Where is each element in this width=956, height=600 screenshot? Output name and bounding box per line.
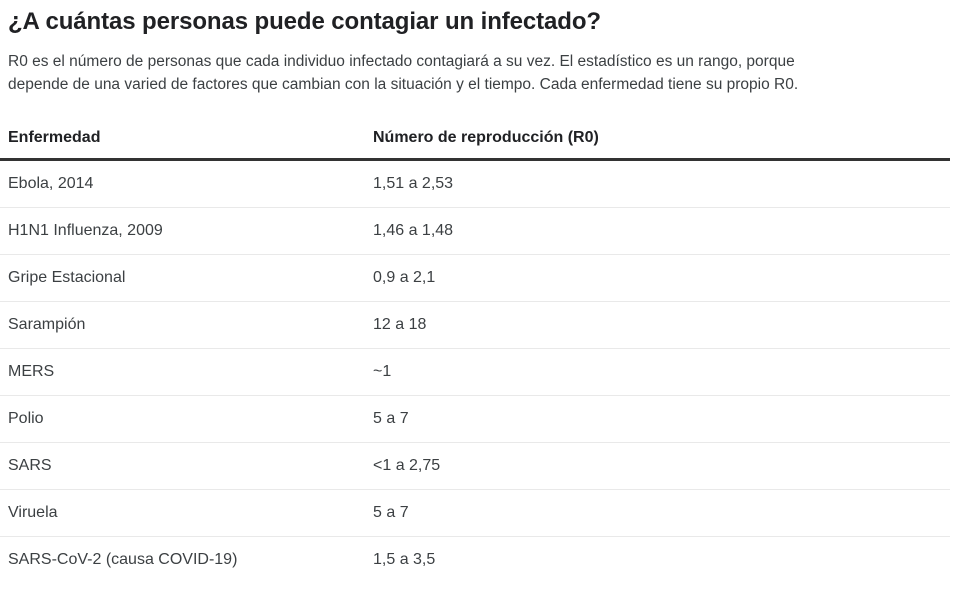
table-row: Viruela 5 a 7 (0, 489, 950, 537)
r0-table: Enfermedad Número de reproducción (R0) E… (0, 117, 950, 583)
disease-cell: Gripe Estacional (0, 254, 365, 302)
disease-cell: SARS-CoV-2 (causa COVID-19) (8, 551, 238, 568)
page-title: ¿A cuántas personas puede contagiar un i… (8, 8, 601, 35)
table-row: Polio 5 a 7 (0, 395, 950, 443)
disease-cell: Sarampión (0, 301, 365, 349)
table-header: Enfermedad Número de reproducción (R0) (0, 117, 950, 161)
r0-cell: 5 a 7 (365, 489, 950, 537)
table-body: Ebola, 2014 1,51 a 2,53 H1N1 Influenza, … (0, 159, 950, 584)
disease-cell: SARS (0, 442, 365, 490)
r0-cell: 12 a 18 (365, 301, 950, 349)
r0-cell: <1 a 2,75 (365, 442, 950, 490)
r0-cell: 1,46 a 1,48 (365, 207, 950, 255)
table-row: Ebola, 2014 1,51 a 2,53 (0, 159, 950, 208)
disease-cell: MERS (0, 348, 365, 396)
r0-cell: 1,5 a 3,5 (373, 551, 436, 568)
column-header-disease: Enfermedad (0, 117, 365, 161)
r0-cell: 5 a 7 (365, 395, 950, 443)
intro-line: R0 es el número de personas que cada ind… (8, 53, 795, 70)
table-row: SARS <1 a 2,75 (0, 442, 950, 490)
r0-cell: ~1 (365, 348, 950, 396)
intro-paragraph: R0 es el número de personas que cada ind… (8, 51, 948, 96)
disease-cell: Viruela (0, 489, 365, 537)
table-row: SARS-CoV-2 (causa COVID-19) 1,5 a 3,5 (0, 537, 950, 584)
disease-cell: H1N1 Influenza, 2009 (0, 207, 365, 255)
disease-cell: Ebola, 2014 (0, 159, 365, 208)
header-row: Enfermedad Número de reproducción (R0) (0, 117, 950, 161)
table-row: Sarampión 12 a 18 (0, 301, 950, 349)
disease-cell: Polio (0, 395, 365, 443)
r0-cell: 0,9 a 2,1 (365, 254, 950, 302)
table-row: H1N1 Influenza, 2009 1,46 a 1,48 (0, 207, 950, 255)
r0-cell: 1,51 a 2,53 (365, 159, 950, 208)
table-row: MERS ~1 (0, 348, 950, 396)
column-header-r0: Número de reproducción (R0) (365, 117, 950, 161)
intro-line: depende de una varied de factores que ca… (8, 75, 799, 93)
table-row: Gripe Estacional 0,9 a 2,1 (0, 254, 950, 302)
